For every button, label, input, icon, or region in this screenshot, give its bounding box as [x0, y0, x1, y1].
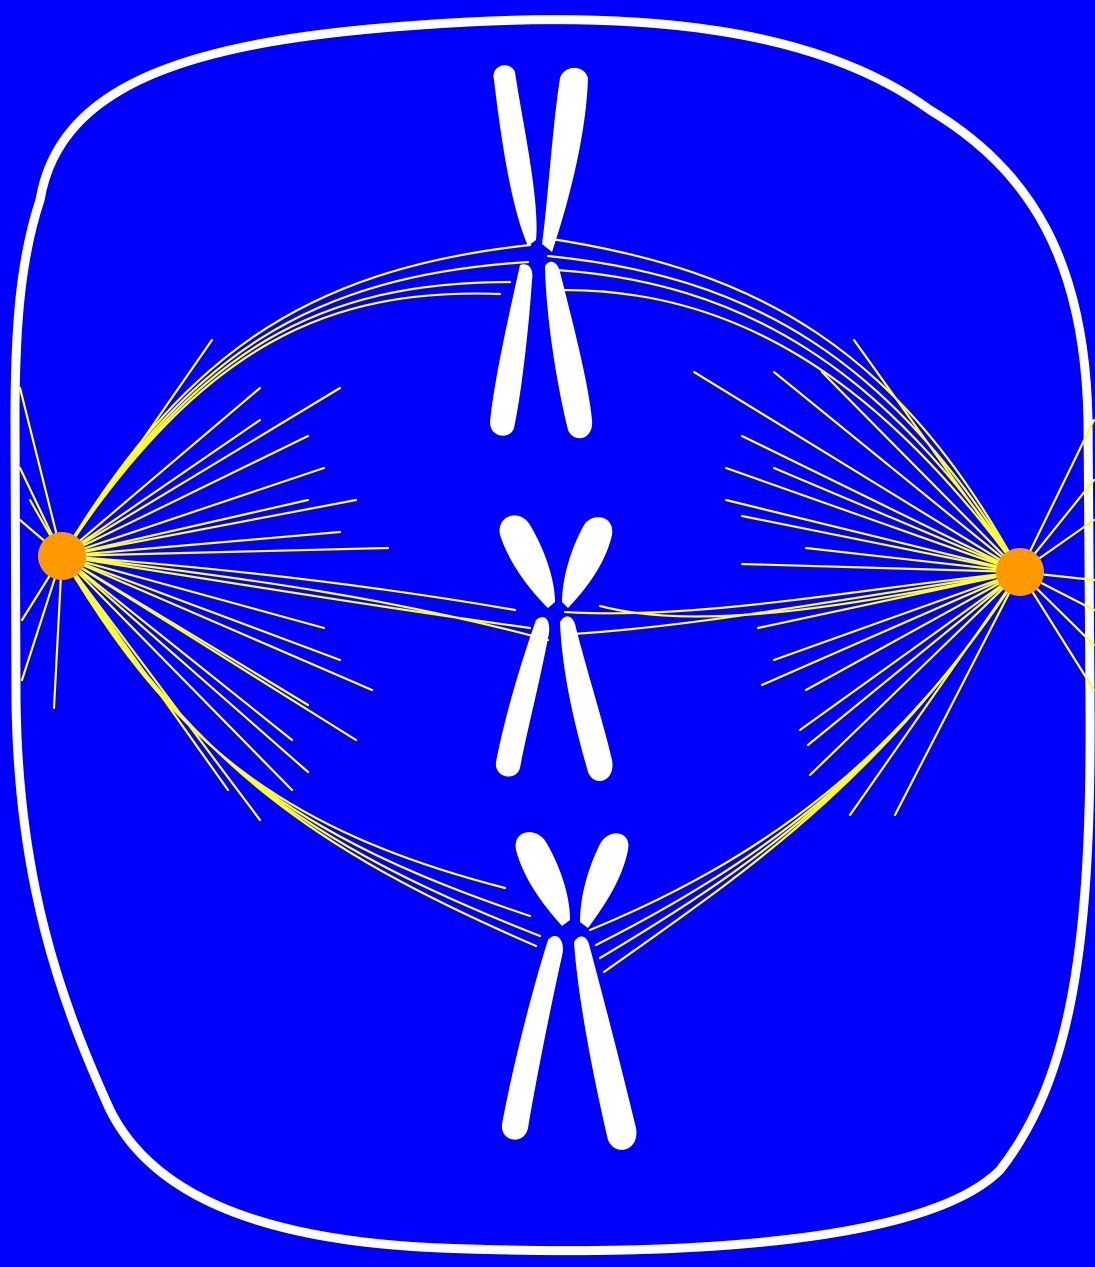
- polar-fiber: [60, 434, 310, 558]
- polar-fiber: [806, 570, 1022, 747]
- polar-fiber: [724, 498, 1022, 574]
- polar-fiber: [60, 386, 262, 558]
- polar-fiber: [760, 570, 1022, 687]
- polar-fiber: [60, 554, 294, 742]
- polar-fiber: [60, 498, 358, 558]
- polar-fiber: [60, 418, 262, 558]
- kinetochore-fiber: [570, 570, 1022, 636]
- polar-fiber: [740, 434, 1022, 574]
- astral-fiber: [1018, 418, 1095, 574]
- polar-fiber: [60, 554, 342, 662]
- kinetochore-fiber: [60, 292, 502, 558]
- polar-fiber: [820, 370, 1022, 574]
- polar-fiber: [740, 562, 1022, 574]
- polar-fiber: [808, 570, 1022, 777]
- chromosome-top: [490, 65, 593, 439]
- kinetochore-fiber: [598, 570, 1022, 618]
- kinetochore-fiber: [60, 554, 538, 948]
- astral-fiber: [18, 386, 64, 558]
- polar-fiber: [804, 546, 1022, 574]
- spindle-fibers: [18, 236, 1095, 974]
- polar-fiber: [60, 554, 374, 692]
- polar-fiber: [60, 530, 342, 558]
- astral-fiber: [52, 554, 64, 710]
- kinetochore-fiber: [60, 243, 532, 558]
- polar-fiber: [798, 570, 1022, 732]
- polar-fiber: [893, 570, 1022, 817]
- polar-fiber: [60, 466, 326, 558]
- polar-fiber: [756, 570, 1022, 630]
- polar-fiber: [60, 554, 310, 774]
- polar-fiber: [60, 554, 262, 822]
- kinetochore-fiber: [60, 554, 517, 612]
- kinetochore-fiber: [546, 254, 1022, 574]
- chromosome-bottom: [501, 832, 637, 1150]
- centrosome-left: [38, 532, 86, 580]
- polar-fiber: [692, 370, 1022, 574]
- polar-fiber: [60, 386, 342, 558]
- polar-fiber: [60, 554, 230, 792]
- cell-membrane: [10, 15, 1095, 1256]
- polar-fiber: [852, 338, 1022, 574]
- polar-fiber: [740, 514, 1022, 574]
- chromosome-middle: [495, 515, 613, 782]
- polar-fiber: [60, 338, 214, 558]
- chromosomes: [490, 65, 637, 1150]
- polar-fiber: [772, 370, 1022, 574]
- centrosome-right: [996, 548, 1044, 596]
- polar-fiber: [60, 554, 294, 792]
- polar-fiber: [804, 570, 1022, 692]
- kinetochore-fiber: [60, 554, 532, 630]
- polar-fiber: [772, 570, 1022, 662]
- polar-fiber: [724, 466, 1022, 574]
- polar-fiber: [60, 546, 390, 558]
- kinetochore-fiber: [543, 236, 1022, 574]
- polar-fiber: [848, 570, 1022, 817]
- polar-fiber: [60, 498, 310, 558]
- kinetochore-fiber: [60, 554, 550, 642]
- kinetochore-fiber: [563, 570, 1022, 615]
- polar-fiber: [60, 554, 358, 742]
- polar-fiber: [60, 554, 326, 630]
- kinetochore-fiber: [556, 288, 1022, 574]
- polar-fiber: [772, 466, 1022, 574]
